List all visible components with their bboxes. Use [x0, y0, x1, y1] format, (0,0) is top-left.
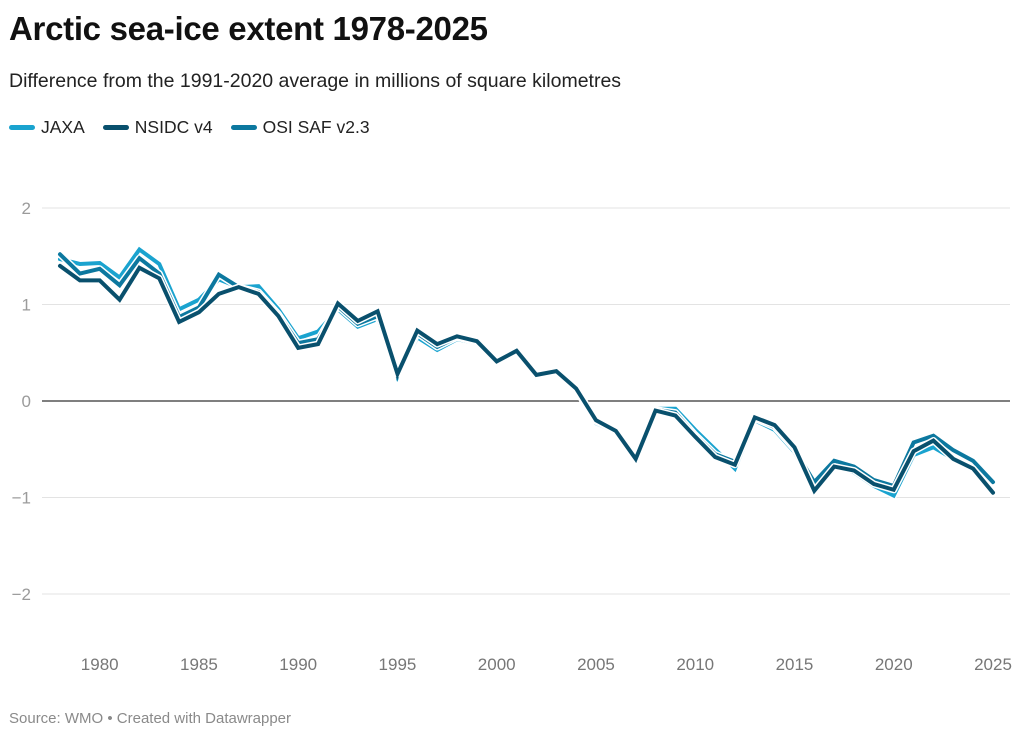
legend: JAXA NSIDC v4 OSI SAF v2.3 — [9, 117, 370, 138]
x-tick-label: 1985 — [180, 655, 218, 674]
x-tick-label: 1980 — [81, 655, 119, 674]
x-tick-label: 2025 — [974, 655, 1012, 674]
x-tick-label: 1990 — [279, 655, 317, 674]
x-tick-label: 2005 — [577, 655, 615, 674]
y-tick-label: 0 — [22, 392, 31, 411]
legend-label-jaxa: JAXA — [41, 117, 85, 137]
y-axis: 2 1 0 −1 −2 — [12, 199, 31, 604]
grid — [42, 207, 1010, 595]
y-tick-label: 2 — [22, 199, 31, 218]
chart-title: Arctic sea-ice extent 1978-2025 — [9, 10, 488, 47]
legend-item-nsidc: NSIDC v4 — [102, 117, 213, 138]
y-tick-label: 1 — [22, 296, 31, 315]
legend-item-osisaf: OSI SAF v2.3 — [230, 117, 370, 138]
legend-label-osisaf: OSI SAF v2.3 — [262, 117, 370, 137]
x-tick-label: 1995 — [379, 655, 417, 674]
y-tick-label: −2 — [12, 585, 31, 604]
series-line-nsidc-v4 — [58, 263, 995, 495]
x-tick-label: 2010 — [676, 655, 714, 674]
x-tick-label: 2000 — [478, 655, 516, 674]
y-tick-label: −1 — [12, 489, 31, 508]
x-axis: 1980 1985 1990 1995 2000 2005 2010 2015 2020 2025 — [81, 655, 1012, 674]
chart-subtitle: Difference from the 1991-2020 average in… — [9, 70, 622, 92]
series-lines — [56, 246, 997, 500]
source-note: Source: WMO • Created with Datawrapper — [9, 710, 292, 727]
legend-swatch-jaxa — [9, 125, 35, 130]
series-halo — [56, 246, 997, 500]
legend-item-jaxa: JAXA — [9, 117, 85, 138]
x-tick-label: 2020 — [875, 655, 913, 674]
legend-swatch-osisaf — [230, 125, 257, 130]
line-chart: 2 1 0 −1 −2 1980 1985 1990 1995 2000 2005 2010 2015… — [12, 199, 1012, 674]
series-line-jaxa — [58, 246, 995, 499]
legend-label-nsidc: NSIDC v4 — [134, 117, 213, 137]
legend-swatch-nsidc — [102, 125, 129, 130]
x-tick-label: 2015 — [776, 655, 814, 674]
